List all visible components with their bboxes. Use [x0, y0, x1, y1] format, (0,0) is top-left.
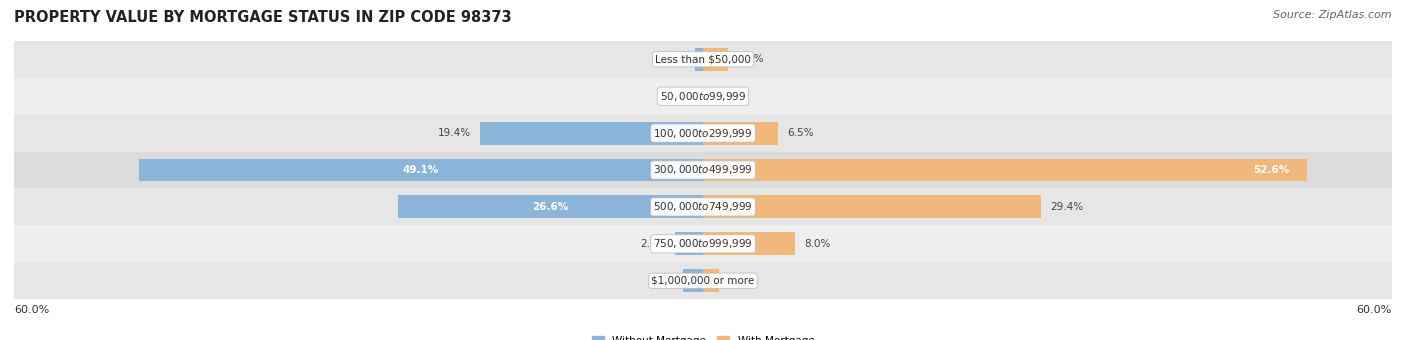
- Text: 8.0%: 8.0%: [804, 239, 831, 249]
- Bar: [14, 78, 1392, 115]
- Text: $300,000 to $499,999: $300,000 to $499,999: [654, 164, 752, 176]
- Bar: [139, 158, 703, 182]
- Bar: [14, 262, 1392, 299]
- Text: 26.6%: 26.6%: [531, 202, 568, 212]
- Bar: [14, 225, 1392, 262]
- Text: $50,000 to $99,999: $50,000 to $99,999: [659, 90, 747, 103]
- Bar: [703, 232, 794, 255]
- Text: 0.0%: 0.0%: [713, 91, 738, 101]
- Text: 19.4%: 19.4%: [437, 128, 471, 138]
- Text: $500,000 to $749,999: $500,000 to $749,999: [654, 200, 752, 214]
- Text: $100,000 to $299,999: $100,000 to $299,999: [654, 126, 752, 140]
- Text: 0.0%: 0.0%: [668, 91, 693, 101]
- Bar: [695, 48, 703, 71]
- Text: 60.0%: 60.0%: [14, 305, 49, 315]
- Text: 6.5%: 6.5%: [787, 128, 813, 138]
- Bar: [481, 122, 703, 144]
- Bar: [703, 122, 778, 144]
- Bar: [703, 195, 1040, 218]
- Text: 2.2%: 2.2%: [738, 54, 763, 64]
- Legend: Without Mortgage, With Mortgage: Without Mortgage, With Mortgage: [586, 330, 820, 340]
- Text: $1,000,000 or more: $1,000,000 or more: [651, 276, 755, 286]
- Text: 1.7%: 1.7%: [648, 276, 675, 286]
- Text: Less than $50,000: Less than $50,000: [655, 54, 751, 64]
- Text: 60.0%: 60.0%: [1357, 305, 1392, 315]
- Bar: [14, 152, 1392, 188]
- Text: Source: ZipAtlas.com: Source: ZipAtlas.com: [1274, 10, 1392, 20]
- Bar: [14, 41, 1392, 78]
- Text: 0.73%: 0.73%: [652, 54, 686, 64]
- Bar: [675, 232, 703, 255]
- Bar: [703, 158, 1308, 182]
- Text: $750,000 to $999,999: $750,000 to $999,999: [654, 237, 752, 250]
- Text: 49.1%: 49.1%: [404, 165, 439, 175]
- Bar: [683, 269, 703, 292]
- Text: 2.4%: 2.4%: [640, 239, 666, 249]
- Bar: [703, 269, 718, 292]
- Bar: [398, 195, 703, 218]
- Bar: [703, 48, 728, 71]
- Bar: [14, 115, 1392, 152]
- Bar: [14, 188, 1392, 225]
- Text: 52.6%: 52.6%: [1254, 165, 1289, 175]
- Text: 29.4%: 29.4%: [1050, 202, 1083, 212]
- Text: PROPERTY VALUE BY MORTGAGE STATUS IN ZIP CODE 98373: PROPERTY VALUE BY MORTGAGE STATUS IN ZIP…: [14, 10, 512, 25]
- Text: 1.4%: 1.4%: [728, 276, 755, 286]
